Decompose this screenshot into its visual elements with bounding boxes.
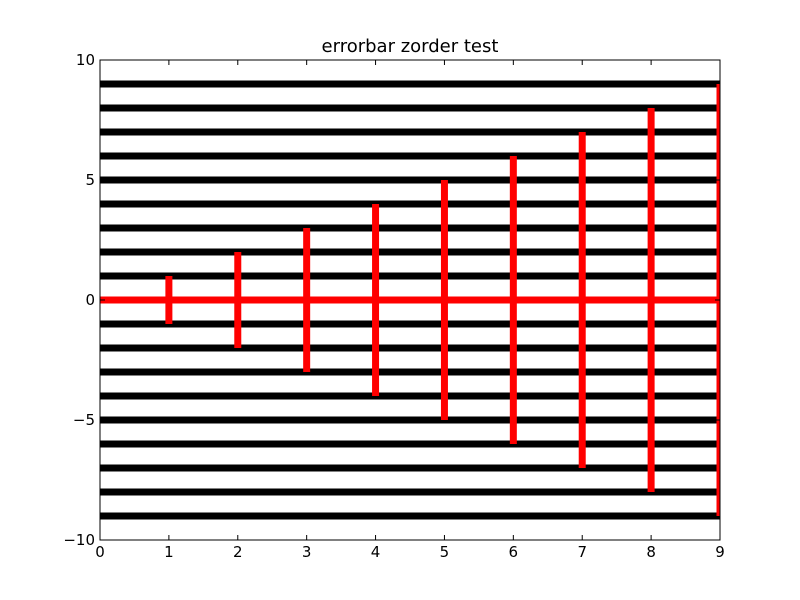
x-tick-label-4: 4 — [371, 543, 381, 561]
y-tick-label-1: −5 — [73, 411, 95, 429]
x-tick-label-9: 9 — [715, 543, 725, 561]
x-tick-label-0: 0 — [95, 543, 105, 561]
x-tick-label-6: 6 — [509, 543, 519, 561]
y-tick-label-4: 10 — [76, 51, 95, 69]
y-tick-label-2: 0 — [85, 291, 95, 309]
x-tick-label-8: 8 — [646, 543, 656, 561]
x-tick-label-3: 3 — [302, 543, 312, 561]
axis-ticks — [99, 59, 721, 541]
x-tick-label-2: 2 — [233, 543, 243, 561]
y-tick-label-0: −10 — [63, 531, 95, 549]
errorbar-series — [100, 84, 720, 516]
x-tick-label-5: 5 — [440, 543, 450, 561]
axis-tick-labels: 0 1 2 3 4 5 6 7 8 9 −10 −5 0 5 10 — [63, 51, 724, 561]
chart-title: errorbar zorder test — [322, 36, 499, 57]
x-tick-label-1: 1 — [164, 543, 174, 561]
x-tick-label-7: 7 — [577, 543, 587, 561]
horizontal-lines — [100, 80, 720, 520]
y-tick-label-3: 5 — [85, 171, 95, 189]
